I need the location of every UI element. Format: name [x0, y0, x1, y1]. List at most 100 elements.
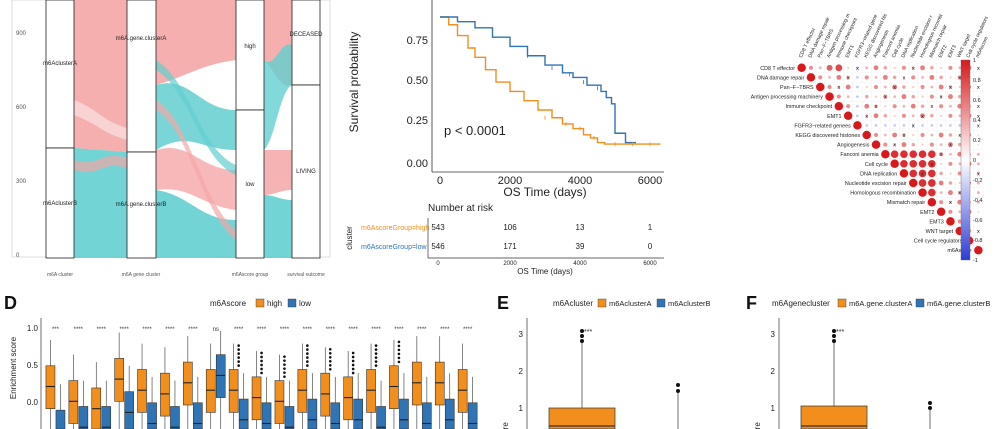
outlier-point — [328, 363, 332, 367]
corr-circle — [901, 113, 907, 118]
corr-circle — [948, 190, 953, 196]
corr-circle — [976, 181, 980, 185]
corr-circle — [958, 124, 962, 127]
corr-nonsig-mark: x — [847, 75, 850, 81]
corr-circle — [939, 191, 943, 195]
corr-circle — [892, 84, 898, 90]
corr-circle — [893, 95, 897, 99]
outlier-point — [351, 359, 355, 363]
corr-circle — [828, 75, 831, 79]
corr-circle — [948, 94, 953, 100]
panel-f-letter: F — [746, 293, 757, 313]
box-low — [422, 402, 432, 429]
km-xtick: 2000 — [498, 175, 522, 187]
corr-circle — [836, 94, 841, 99]
corr-nonsig-mark: x — [949, 200, 952, 206]
corr-row-label: Cell cycle regulators — [914, 239, 963, 245]
risk-xlabel: OS Time (days) — [517, 267, 573, 276]
sankey-axis-label: m6A gene cluster — [122, 272, 161, 278]
corr-colorbar-tick: 0.2 — [973, 138, 981, 144]
outlier-point — [283, 359, 286, 362]
corr-colorbar-tick: -0.2 — [973, 178, 982, 184]
sankey-axis-label: m6A cluster — [47, 272, 73, 278]
corr-circle — [948, 181, 953, 185]
sankey-flow — [264, 150, 292, 195]
corr-circle — [930, 105, 933, 108]
panel-e-letter: E — [497, 293, 509, 313]
outlier-point — [237, 344, 240, 347]
corr-circle — [939, 143, 943, 147]
corr-circle — [930, 85, 934, 89]
outlier-point — [283, 371, 286, 374]
corr-colorbar-tick: -1 — [973, 258, 978, 264]
corr-circle — [939, 75, 943, 80]
corr-circle — [958, 114, 962, 118]
corr-circle — [910, 103, 916, 109]
corr-circle — [909, 159, 918, 168]
sankey-node-label: m6AclusterA — [43, 61, 77, 67]
corr-circle — [864, 103, 870, 109]
corr-nonsig-mark: x — [940, 152, 943, 158]
corr-row-label: EMT2 — [920, 210, 934, 216]
risk-stratum-low: m6AscoreGroup=low — [361, 244, 428, 251]
corr-circle — [856, 95, 859, 98]
corr-circle — [873, 65, 879, 71]
significance-label: **** — [371, 327, 381, 333]
outlier-point — [283, 375, 286, 378]
corr-circle — [864, 75, 869, 80]
outlier-point — [328, 351, 332, 355]
corr-colorbar-tick: -0.8 — [973, 238, 982, 244]
corr-circle — [882, 74, 888, 80]
panel-d-legend-title: m6Ascore — [210, 299, 247, 308]
corr-circle — [976, 152, 980, 156]
outlier-point — [928, 401, 932, 405]
outlier-point — [260, 367, 263, 371]
corr-nonsig-mark: x — [977, 123, 980, 129]
box-low — [147, 402, 157, 429]
box-high — [228, 369, 239, 413]
corr-nonsig-mark: x — [912, 66, 915, 72]
corr-circle — [893, 124, 896, 127]
corr-circle — [977, 220, 980, 223]
corr-circle — [976, 200, 980, 204]
corr-circle — [883, 94, 888, 99]
corr-circle — [909, 169, 918, 178]
correlation-matrix: CD8 T effector DNA damage repair Pan−F−TBR… — [751, 13, 990, 264]
sankey-axis-label: m6Ascore group — [232, 272, 269, 278]
corr-circle — [874, 124, 878, 127]
corr-row-label: WNT target — [926, 229, 954, 235]
outlier-point — [328, 359, 332, 363]
outlier-point — [351, 351, 355, 355]
corr-row-label: CD8 T effector — [760, 66, 795, 72]
corr-circle — [977, 124, 980, 127]
sankey-node-high — [235, 0, 265, 111]
outlier-point — [328, 355, 332, 359]
corr-circle — [940, 162, 943, 165]
significance-label: **** — [74, 327, 84, 333]
km-xtick: 6000 — [638, 175, 662, 187]
corr-circle — [892, 75, 897, 80]
corr-circle — [977, 210, 980, 213]
corr-row-label: Homologous recombination — [850, 191, 916, 197]
corr-circle — [948, 161, 953, 166]
corr-row-label: Immune checkpoint — [785, 104, 832, 110]
box-low — [170, 406, 180, 429]
corr-circle — [938, 132, 944, 138]
corr-circle — [884, 105, 887, 108]
risk-xtick: 2000 — [503, 261, 517, 267]
sankey-node-label: DECEASED — [289, 32, 323, 38]
corr-circle — [899, 169, 909, 178]
corr-circle — [808, 65, 814, 70]
corr-row-label: Nucleotide excision repair — [845, 181, 907, 187]
corr-circle — [883, 85, 887, 89]
corr-col-label: EMT3 — [947, 44, 958, 59]
corr-nonsig-mark: x — [958, 133, 961, 139]
outlier-point — [397, 340, 401, 344]
corr-nonsig-mark: x — [884, 95, 887, 101]
panel-e-ylabel: ore — [501, 422, 510, 429]
corr-row-label: Angiogenesis — [837, 143, 870, 149]
risk-stratum-high: m6AscoreGroup=high — [361, 225, 429, 232]
risk-count: 0 — [648, 242, 653, 251]
corr-circle — [902, 104, 906, 108]
box-high — [274, 380, 285, 424]
